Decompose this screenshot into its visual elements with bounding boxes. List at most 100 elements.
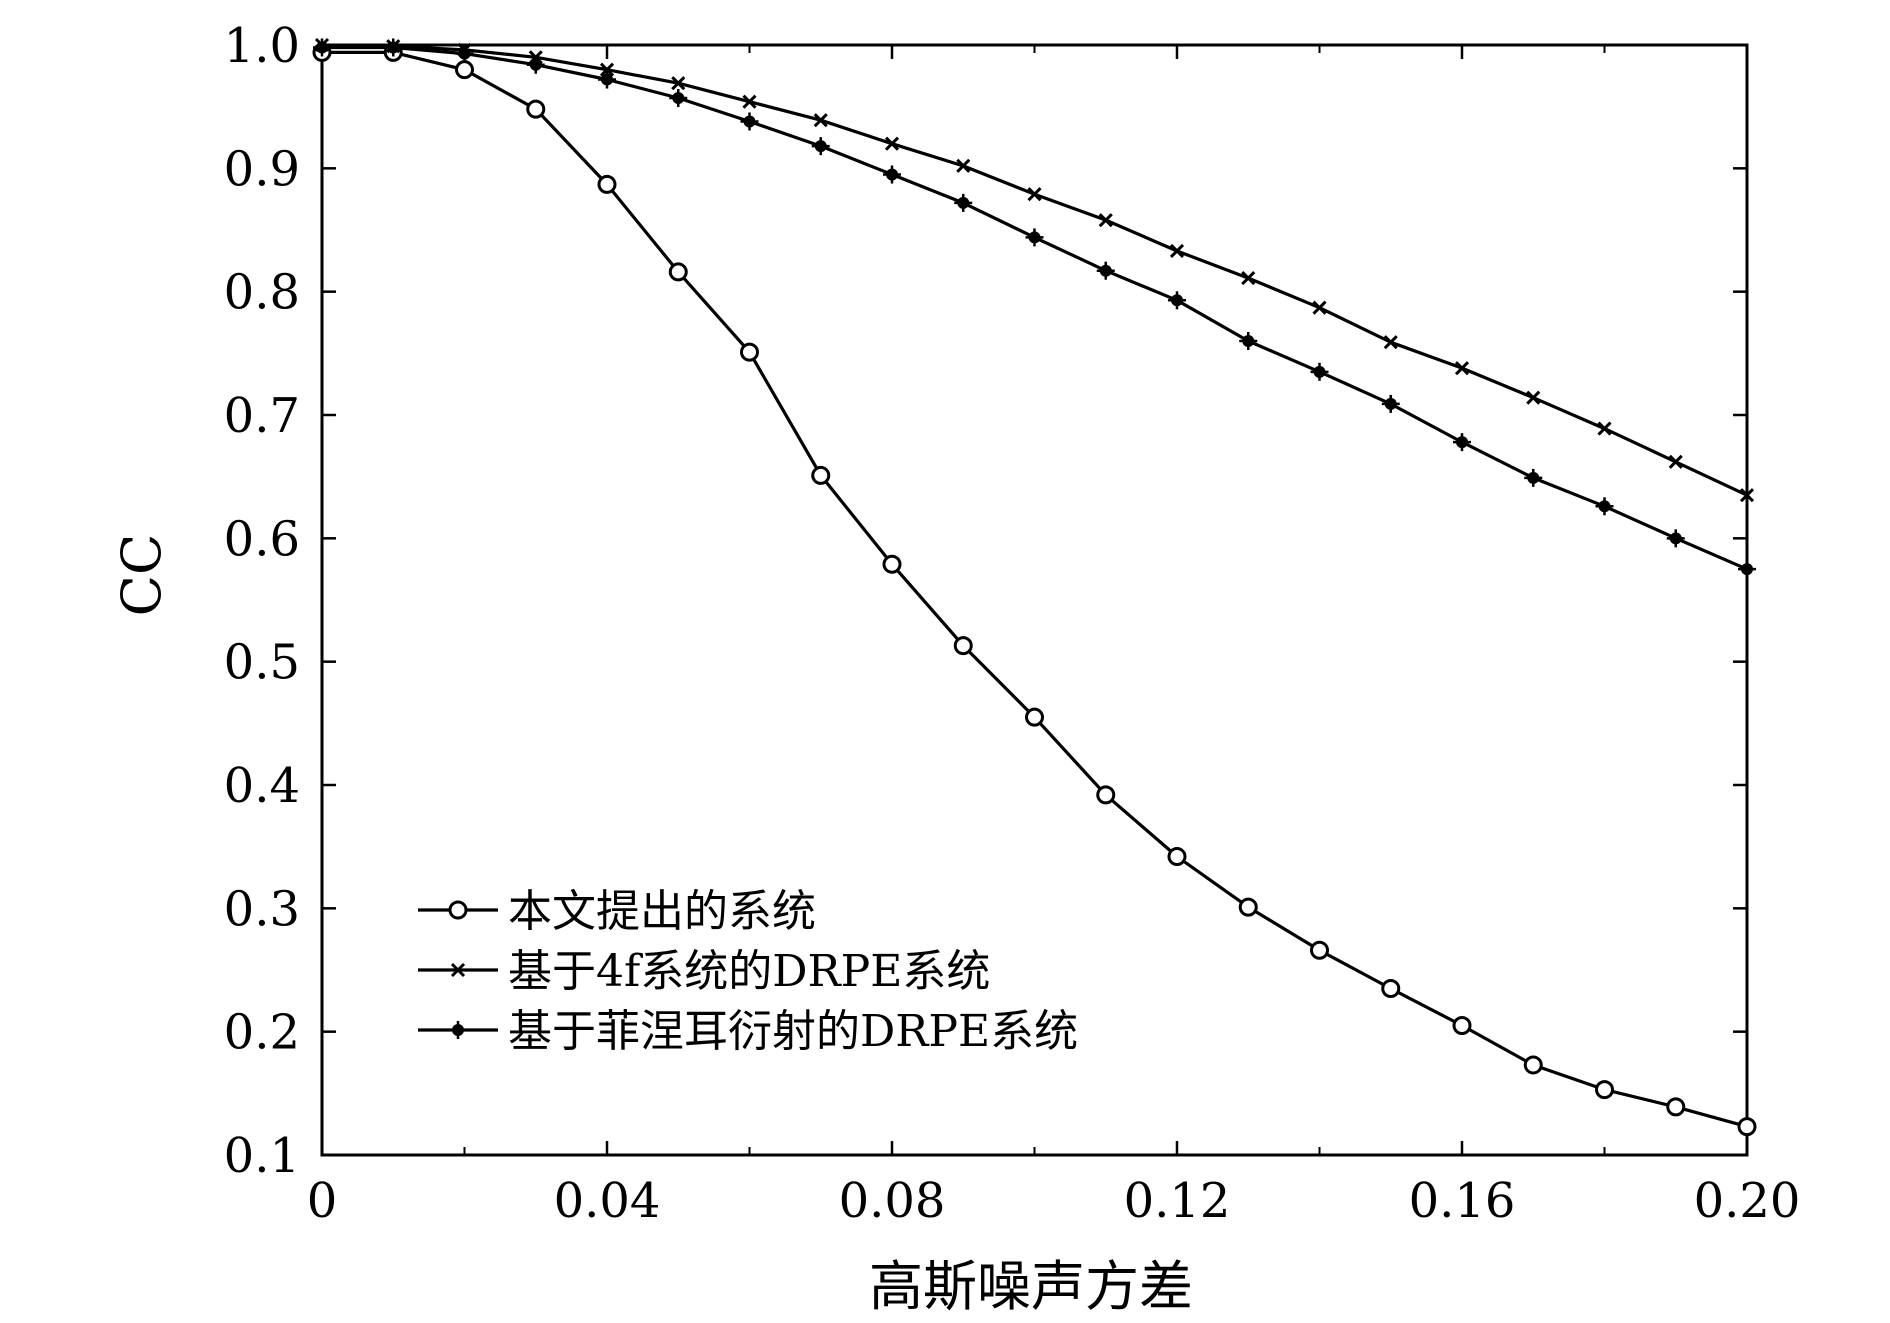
data-point-x: [1454, 361, 1470, 376]
y-tick-label: 1.0: [224, 18, 300, 74]
data-point-x-stroke: [1668, 454, 1683, 469]
data-point-circle: [455, 60, 474, 80]
data-point-circle: [1025, 707, 1044, 727]
x-tick-label: 0.16: [1409, 1173, 1516, 1229]
data-point-star: [1524, 468, 1543, 487]
data-point-circle: [1666, 1097, 1686, 1117]
data-point-x-stroke: [450, 962, 466, 978]
data-point-star: [669, 89, 688, 108]
x-tick-label: 0.04: [554, 1173, 661, 1229]
data-point-circle: [1238, 897, 1258, 917]
data-point-star: [526, 55, 545, 74]
legend-label: 本文提出的系统: [508, 886, 816, 937]
x-tick-label: 0.08: [839, 1173, 946, 1229]
data-point-circle: [740, 342, 759, 362]
data-point-x: [1597, 421, 1612, 436]
data-point-x: [599, 62, 615, 77]
axis-ticks: 0 0.04 0.08 0.12 0.16 0.20 0.1 0.2 0.3 0.4 0.5 0.6 0…: [224, 18, 1801, 1229]
data-point-circle: [1381, 979, 1401, 998]
data-point-x-stroke: [742, 94, 757, 109]
y-tick-label: 0.8: [224, 265, 300, 321]
data-point-x-stroke: [884, 136, 900, 151]
data-point-star: [1168, 291, 1186, 310]
data-point-x-stroke: [599, 62, 615, 77]
data-point-circle: [1523, 1055, 1543, 1075]
data-point-circle: [1167, 847, 1187, 867]
data-point-circle: [526, 99, 546, 119]
x-tick-label: 0.20: [1694, 1173, 1801, 1229]
legend-entry: 本文提出的系统: [418, 886, 816, 937]
data-point-x: [1241, 271, 1256, 286]
data-point-x: [742, 94, 757, 109]
y-tick-label: 0.7: [224, 388, 300, 444]
data-point-star: [1025, 228, 1044, 247]
series-1: [312, 42, 1757, 1137]
data-point-x-stroke: [1526, 390, 1541, 405]
x-tick-label: 0: [307, 1173, 338, 1229]
y-tick-label: 0.6: [224, 511, 300, 567]
data-point-star: [1381, 394, 1400, 413]
data-point-circle: [1452, 1016, 1472, 1035]
data-point-circle: [1737, 1117, 1757, 1137]
y-axis-title: CC: [110, 534, 173, 617]
data-point-circle: [448, 900, 468, 920]
data-point-x-stroke: [1597, 421, 1612, 436]
series-lines: [312, 37, 1757, 1137]
series-3: [313, 38, 1756, 579]
data-point-x-stroke: [1241, 271, 1256, 286]
data-point-x-stroke: [956, 158, 971, 173]
data-point-star: [313, 38, 331, 57]
data-point-x-stroke: [671, 76, 686, 91]
legend-label: 基于菲涅耳衍射的DRPE系统: [508, 1006, 1078, 1057]
data-point-circle: [1310, 940, 1329, 960]
data-point-star: [1096, 261, 1115, 280]
data-point-star: [883, 165, 901, 184]
data-point-x-stroke: [1169, 243, 1185, 259]
data-point-x: [1668, 454, 1683, 469]
data-point-star: [954, 193, 973, 212]
data-point-circle: [1096, 785, 1116, 805]
data-point-x-stroke: [1312, 300, 1327, 315]
data-point-star: [740, 112, 759, 131]
data-point-x: [1098, 213, 1113, 228]
data-point-circle: [811, 465, 831, 485]
data-point-circle: [1595, 1080, 1614, 1100]
data-point-star: [1595, 497, 1614, 516]
data-point-circle: [668, 262, 688, 282]
data-point-x: [884, 136, 900, 151]
y-tick-label: 0.2: [224, 1005, 300, 1061]
data-point-x: [1027, 187, 1042, 202]
data-point-x: [671, 76, 686, 91]
data-point-x: [1312, 300, 1327, 315]
data-point-x: [1383, 335, 1398, 350]
data-point-star: [1310, 362, 1329, 381]
data-point-x-stroke: [1098, 213, 1113, 228]
data-point-x: [813, 113, 828, 128]
y-tick-label: 0.4: [224, 758, 300, 814]
data-point-circle: [882, 554, 902, 574]
data-point-star: [1666, 529, 1685, 548]
data-point-star: [598, 70, 616, 89]
data-point-star: [1239, 332, 1258, 350]
y-tick-label: 0.9: [224, 141, 300, 197]
data-point-x: [1739, 488, 1755, 503]
x-tick-label: 0.12: [1124, 1173, 1231, 1229]
data-point-x: [450, 962, 466, 978]
data-point-x-stroke: [1739, 488, 1755, 503]
data-point-x-stroke: [1383, 335, 1398, 350]
y-tick-label: 0.1: [224, 1128, 300, 1184]
data-point-x: [1169, 243, 1185, 259]
legend-entry: 基于菲涅耳衍射的DRPE系统: [418, 1006, 1078, 1057]
legend-label: 基于4f系统的DRPE系统: [508, 946, 990, 997]
data-point-x: [1526, 390, 1541, 405]
y-tick-label: 0.3: [224, 881, 300, 937]
y-tick-label: 0.5: [224, 635, 300, 691]
data-point-x-stroke: [813, 113, 828, 128]
data-point-star: [384, 38, 403, 57]
data-point-star: [1738, 560, 1756, 579]
data-point-star: [449, 1021, 467, 1039]
data-point-x-stroke: [1454, 361, 1470, 376]
x-axis-title: 高斯噪声方差: [869, 1255, 1193, 1318]
